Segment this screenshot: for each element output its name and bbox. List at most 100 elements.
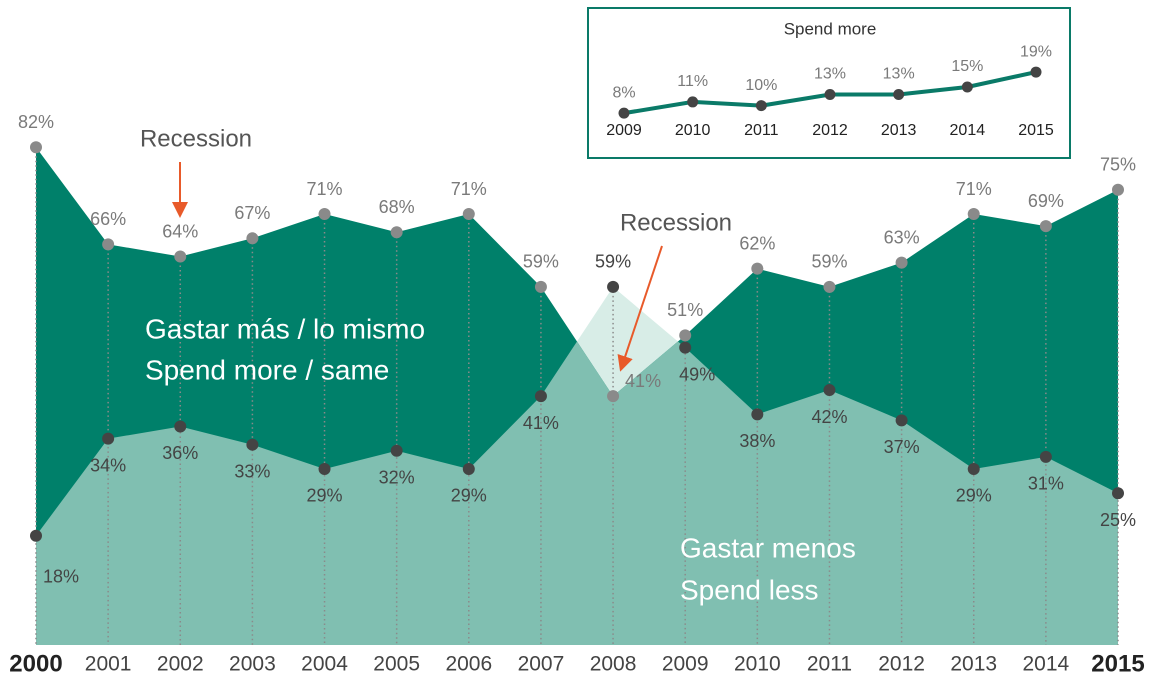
x-tick-label: 2001 — [85, 653, 132, 676]
data-label: 69% — [1028, 191, 1064, 211]
data-label: 15% — [951, 58, 983, 75]
data-label: 62% — [739, 233, 775, 253]
x-tick-label: 2003 — [229, 653, 276, 676]
area — [36, 286, 1118, 645]
x-tick-label: 2014 — [950, 122, 986, 139]
data-point — [390, 444, 403, 457]
data-label: 59% — [595, 252, 631, 272]
data-label: 31% — [1028, 474, 1064, 494]
data-label: 59% — [523, 252, 559, 272]
data-label: 32% — [379, 468, 415, 488]
arrow — [617, 245, 663, 372]
x-tick-label: 2002 — [157, 653, 204, 676]
data-point — [318, 208, 331, 221]
main-chart: 2000 2001 2002 2003 2004 2005 2006 2007 2008 2009… — [9, 112, 1144, 677]
data-label: 33% — [234, 461, 270, 481]
data-label: 66% — [90, 209, 126, 229]
x-tick-label: 2006 — [445, 653, 492, 676]
data-label: 11% — [677, 73, 708, 90]
area-label: Gastar menos — [680, 532, 856, 563]
data-point — [1112, 487, 1124, 500]
area-label: Gastar más / lo mismo — [145, 313, 425, 344]
x-tick-label: 2010 — [734, 653, 781, 676]
data-label: 42% — [811, 407, 847, 427]
x-tick-label: 2004 — [301, 653, 348, 676]
data-point — [174, 420, 187, 433]
data-point — [246, 232, 259, 245]
x-tick-label: 2007 — [518, 653, 565, 676]
x-tick-label: 2015 — [1091, 650, 1144, 677]
annotation: Recession — [620, 209, 732, 236]
x-tick-label: 2011 — [807, 653, 852, 676]
data-label: 10% — [745, 77, 777, 94]
data-point — [607, 280, 620, 293]
x-tick-label: 2014 — [1023, 653, 1070, 676]
x-tick-label: 2012 — [878, 653, 925, 676]
x-tick-label: 2010 — [675, 122, 711, 139]
data-label: 34% — [90, 455, 126, 475]
data-point — [824, 88, 836, 100]
data-label: 59% — [811, 252, 847, 272]
data-label: 38% — [739, 431, 775, 451]
data-label: 67% — [234, 203, 270, 223]
data-point — [618, 107, 630, 119]
inset-title: Spend more — [784, 19, 877, 38]
area-label: Spend more / same — [145, 354, 389, 385]
data-point — [462, 462, 475, 475]
data-label: 29% — [307, 486, 343, 506]
data-label: 82% — [18, 112, 54, 132]
x-tick-label: 2015 — [1018, 122, 1054, 139]
data-point — [893, 88, 905, 100]
data-label: 41% — [523, 413, 559, 433]
data-label: 64% — [162, 221, 198, 241]
data-point — [390, 226, 403, 239]
data-label: 8% — [612, 84, 635, 101]
data-label: 18% — [43, 566, 79, 586]
data-point — [751, 262, 764, 275]
data-point — [30, 141, 42, 154]
data-label: 37% — [884, 437, 920, 457]
x-tick-label: 2011 — [744, 122, 779, 139]
data-label: 19% — [1020, 43, 1052, 60]
x-tick-label: 2013 — [950, 653, 997, 676]
data-point — [102, 238, 115, 251]
data-label: 25% — [1100, 510, 1136, 530]
data-point — [318, 462, 331, 475]
data-label: 71% — [451, 179, 487, 199]
x-tick-label: 2008 — [590, 653, 637, 676]
data-point — [30, 529, 42, 542]
data-point — [967, 462, 980, 475]
data-point — [751, 408, 764, 421]
data-point — [102, 432, 115, 445]
data-label: 63% — [884, 227, 920, 247]
data-label: 29% — [956, 486, 992, 506]
data-point — [1112, 183, 1124, 196]
annotation: Recession — [140, 125, 252, 152]
annotations: Recession Recession — [140, 125, 732, 372]
data-point — [174, 250, 187, 263]
data-point — [755, 100, 767, 112]
data-point — [607, 390, 620, 403]
data-point — [687, 96, 699, 108]
data-point — [1039, 220, 1052, 233]
x-tick-label: 2000 — [9, 650, 62, 677]
data-label: 49% — [679, 364, 715, 384]
data-point — [462, 208, 475, 221]
data-point — [679, 329, 692, 342]
data-point — [895, 414, 908, 427]
data-point — [895, 256, 908, 269]
x-tick-label: 2009 — [606, 122, 642, 139]
data-point — [246, 438, 259, 451]
data-label: 71% — [307, 179, 343, 199]
data-label: 75% — [1100, 155, 1136, 175]
data-label: 13% — [883, 66, 915, 83]
data-point — [823, 384, 836, 397]
data-label: 51% — [667, 300, 703, 320]
x-tick-label: 2005 — [373, 653, 420, 676]
data-label: 36% — [162, 443, 198, 463]
x-tick-label: 2009 — [662, 653, 709, 676]
data-label: 71% — [956, 179, 992, 199]
data-point — [823, 280, 836, 293]
data-point — [967, 208, 980, 221]
